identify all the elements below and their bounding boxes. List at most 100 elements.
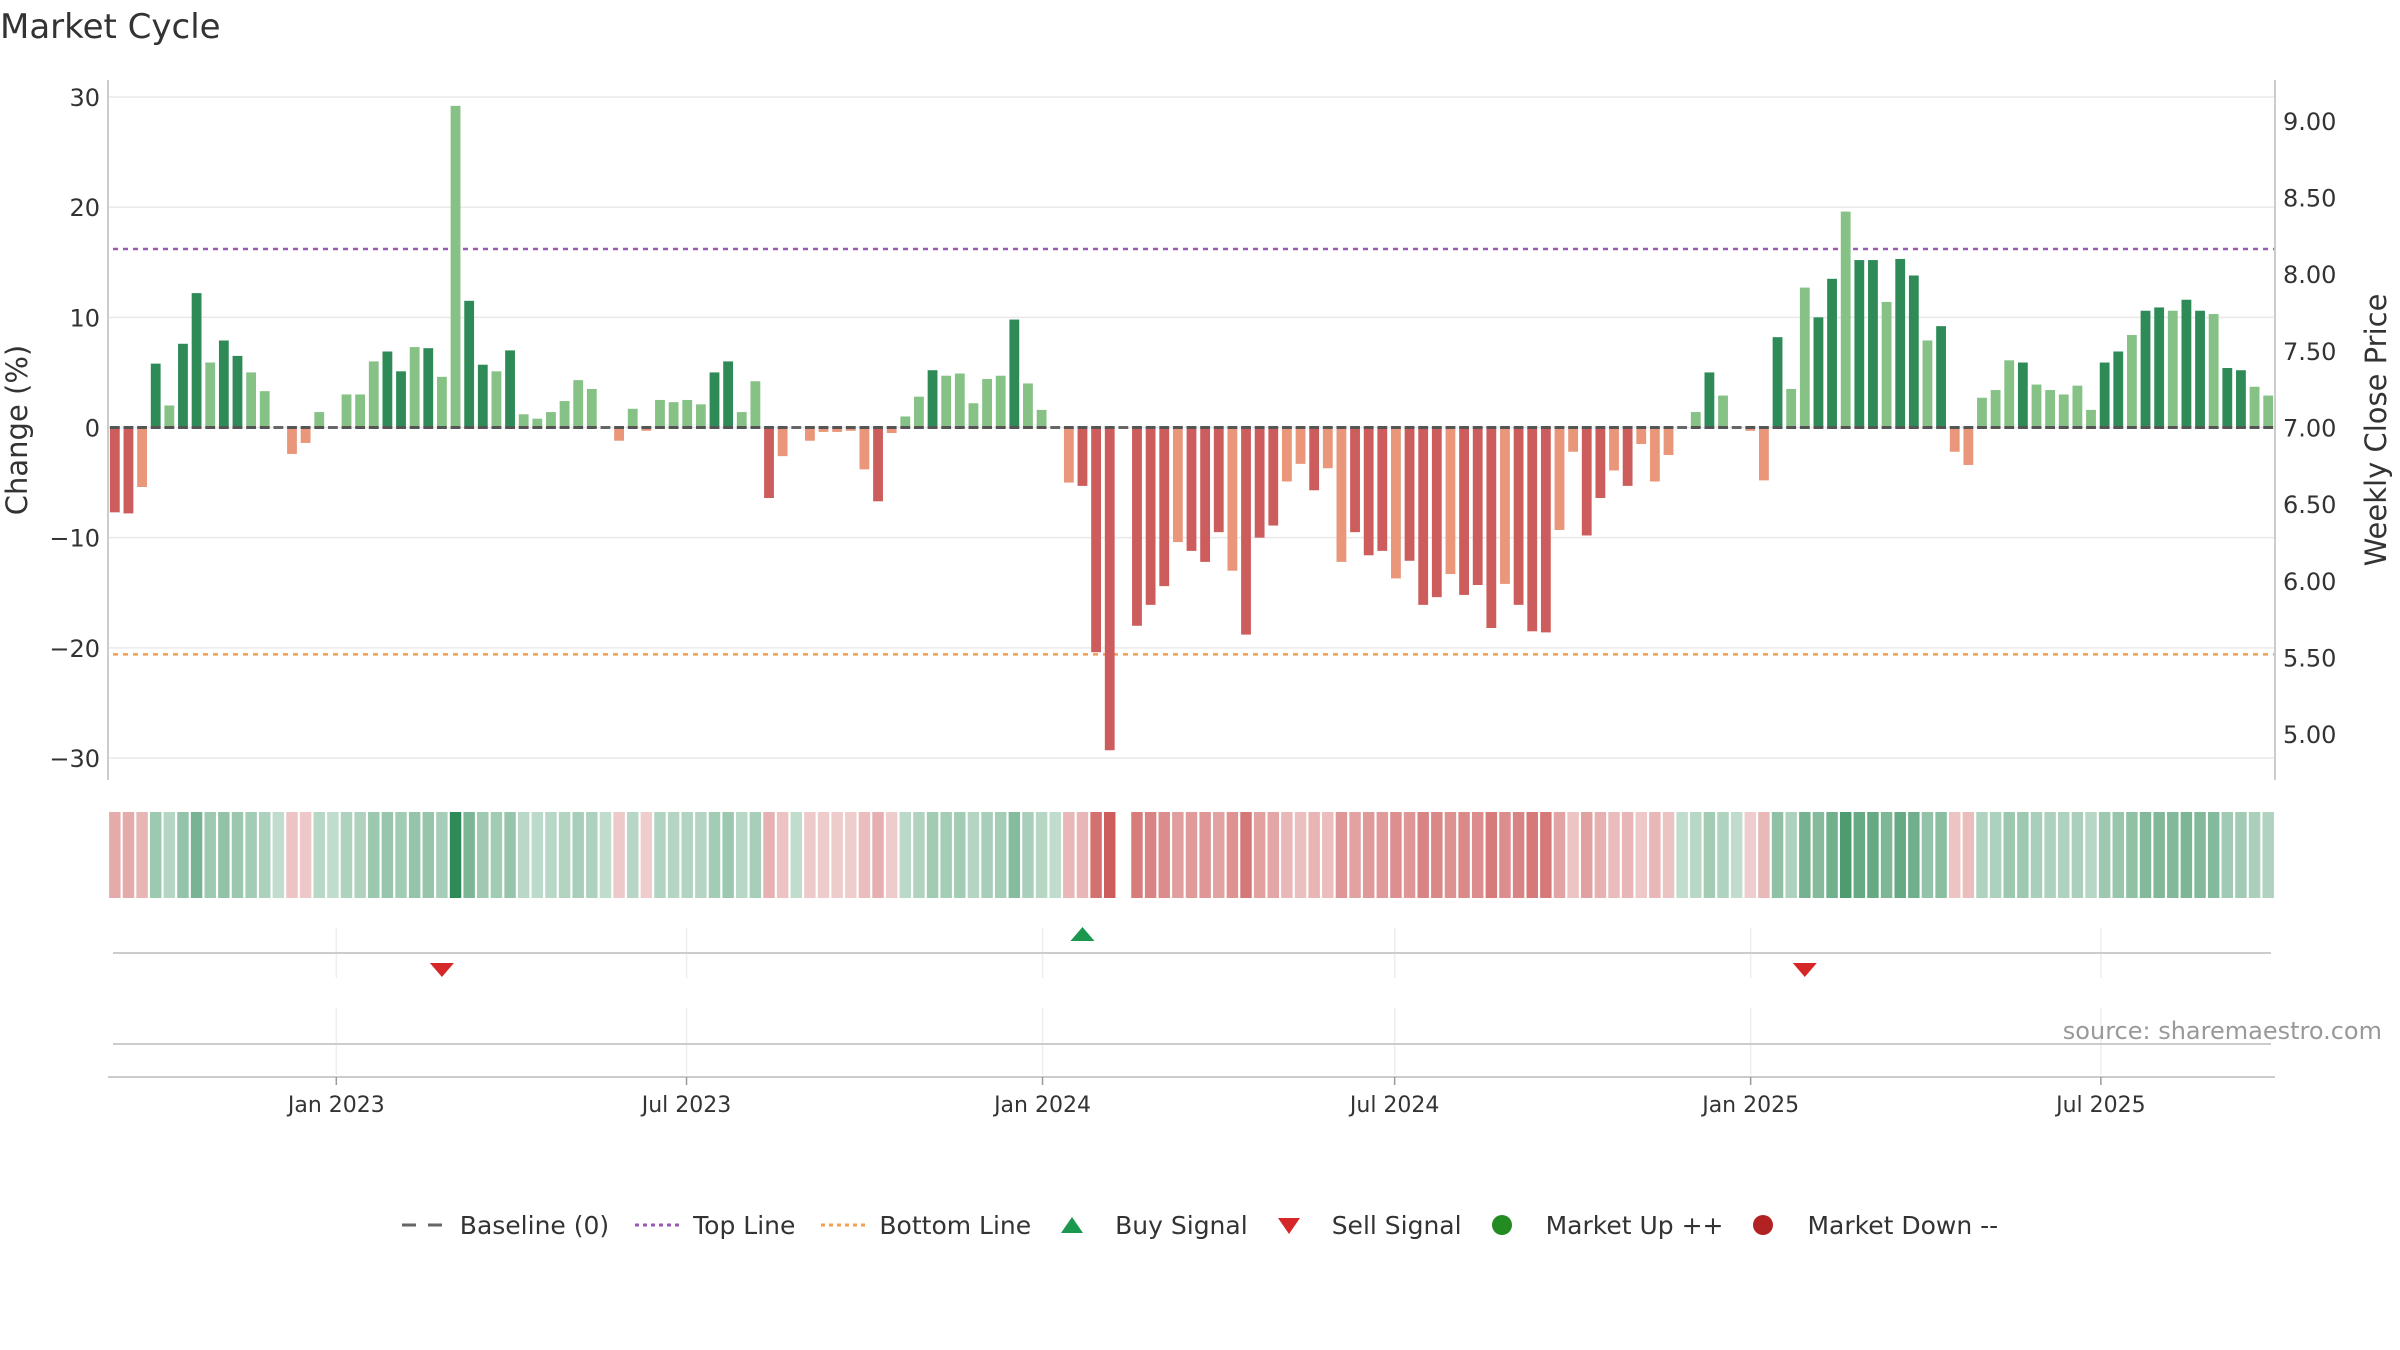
heat-cell bbox=[1526, 812, 1538, 898]
bar-baseline-cap bbox=[2236, 426, 2246, 429]
bar bbox=[150, 363, 161, 428]
heat-cell bbox=[872, 812, 884, 898]
heat-cell bbox=[2071, 812, 2084, 898]
heat-cell bbox=[1376, 812, 1389, 898]
bar bbox=[2167, 310, 2178, 428]
bar bbox=[1336, 427, 1347, 562]
legend-label-bottom-line: Bottom Line bbox=[879, 1210, 1032, 1240]
heat-cell bbox=[122, 812, 135, 898]
bar-baseline-cap bbox=[1922, 426, 1933, 429]
bar-baseline-cap bbox=[341, 426, 352, 429]
heat-cell bbox=[286, 812, 298, 898]
bar bbox=[1772, 337, 1783, 428]
heat-cell bbox=[736, 812, 748, 898]
heat-cell bbox=[2180, 812, 2193, 898]
bar-baseline-cap bbox=[941, 426, 952, 429]
bar-baseline-cap bbox=[2072, 426, 2083, 429]
bar-baseline-cap bbox=[1431, 426, 1442, 429]
bar-baseline-cap bbox=[1268, 426, 1279, 429]
legend-label-market-up: Market Up ++ bbox=[1545, 1210, 1724, 1240]
heat-cell bbox=[2058, 812, 2070, 898]
bar bbox=[1459, 427, 1469, 595]
legend-label-buy-signal: Buy Signal bbox=[1115, 1210, 1248, 1240]
bar-baseline-cap bbox=[845, 426, 856, 429]
bar-baseline-cap bbox=[1609, 426, 1619, 429]
bar bbox=[1063, 427, 1074, 483]
heat-cell bbox=[1063, 812, 1075, 898]
heat-cell bbox=[531, 812, 544, 898]
heat-cell bbox=[327, 812, 339, 898]
bar bbox=[954, 373, 965, 428]
bar-baseline-cap bbox=[1759, 426, 1769, 429]
bar bbox=[1881, 301, 1892, 428]
bar bbox=[1118, 426, 1129, 429]
legend-label-top-line: Top Line bbox=[693, 1210, 796, 1240]
bar bbox=[178, 343, 188, 428]
heat-cell bbox=[340, 812, 353, 898]
bar-baseline-cap bbox=[1486, 426, 1497, 429]
bar bbox=[804, 427, 815, 441]
heat-cell bbox=[2126, 812, 2138, 898]
bar bbox=[287, 427, 297, 454]
left-tick-label: −30 bbox=[49, 745, 100, 773]
heat-cell bbox=[109, 812, 121, 898]
legend-label-sell-signal: Sell Signal bbox=[1331, 1210, 1462, 1240]
bar bbox=[2154, 307, 2165, 428]
left-tick-label: −10 bbox=[49, 525, 100, 553]
bar bbox=[396, 371, 406, 428]
bar bbox=[355, 394, 366, 428]
bar-baseline-cap bbox=[2181, 426, 2192, 429]
bar-baseline-cap bbox=[1881, 426, 1892, 429]
bar-baseline-cap bbox=[709, 426, 720, 429]
bar-baseline-cap bbox=[2167, 426, 2178, 429]
bar bbox=[1908, 275, 1919, 428]
heat-cell bbox=[1172, 812, 1184, 898]
heat-cell bbox=[790, 812, 802, 898]
bar bbox=[2099, 362, 2110, 428]
bar bbox=[614, 427, 624, 441]
bar bbox=[1718, 395, 1728, 428]
bar-baseline-cap bbox=[1854, 426, 1865, 429]
bar-baseline-cap bbox=[150, 426, 161, 429]
bar-baseline-cap bbox=[137, 426, 147, 429]
heat-cell bbox=[2248, 812, 2261, 898]
bar-baseline-cap bbox=[2126, 426, 2137, 429]
bar-baseline-cap bbox=[437, 426, 447, 429]
heat-cell bbox=[2221, 812, 2234, 898]
bar-baseline-cap bbox=[1827, 426, 1837, 429]
bar bbox=[927, 370, 938, 428]
bar-baseline-cap bbox=[668, 426, 679, 429]
bar bbox=[668, 402, 679, 428]
heat-cell bbox=[981, 812, 993, 898]
bar-baseline-cap bbox=[396, 426, 406, 429]
bar-baseline-cap bbox=[1104, 426, 1115, 429]
bar bbox=[859, 427, 870, 470]
bar bbox=[1431, 427, 1442, 598]
bar bbox=[1636, 427, 1647, 445]
heat-cell bbox=[626, 812, 639, 898]
heat-cell bbox=[1594, 812, 1607, 898]
bar bbox=[995, 375, 1006, 428]
right-tick-label: 8.00 bbox=[2283, 261, 2336, 289]
heat-cell bbox=[1049, 812, 1061, 898]
bar-baseline-cap bbox=[1418, 426, 1429, 429]
bar-baseline-cap bbox=[1813, 426, 1824, 429]
heat-cell bbox=[1444, 812, 1457, 898]
date-tick-label: Jul 2023 bbox=[640, 1093, 732, 1118]
bar-baseline-cap bbox=[1663, 426, 1674, 429]
bar bbox=[2072, 385, 2083, 428]
bar-baseline-cap bbox=[1649, 426, 1660, 429]
bar bbox=[1813, 317, 1824, 428]
change-bars bbox=[109, 105, 2274, 751]
heat-cell bbox=[408, 812, 421, 898]
bar-baseline-cap bbox=[1077, 426, 1088, 429]
heat-cell bbox=[1485, 812, 1498, 898]
heat-cell bbox=[2194, 812, 2206, 898]
bar bbox=[2208, 314, 2219, 428]
heat-cell bbox=[1676, 812, 1688, 898]
bar bbox=[1949, 427, 1960, 452]
bar bbox=[464, 300, 475, 428]
bar-baseline-cap bbox=[423, 426, 434, 429]
bar bbox=[1704, 372, 1715, 428]
heat-cell bbox=[204, 812, 216, 898]
